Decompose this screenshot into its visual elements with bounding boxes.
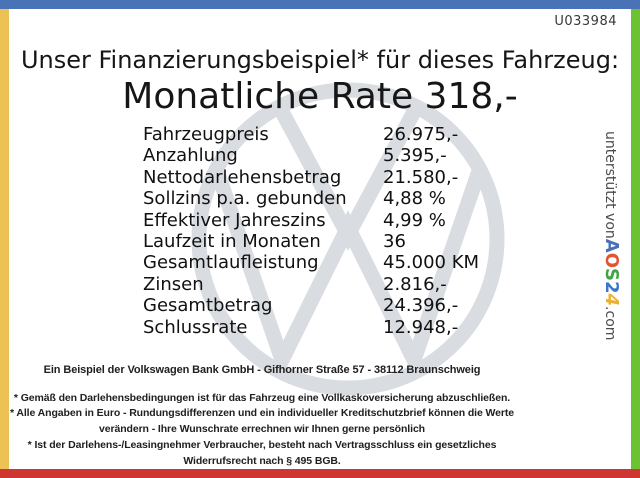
row-label: Schlussrate	[143, 316, 248, 338]
aos24-logo: AOS24	[601, 239, 622, 306]
table-row: Gesamtlaufleistung 45.000 KM	[143, 252, 479, 273]
table-row: Schlussrate 12.948,-	[143, 317, 479, 338]
footnote-line: * Alle Angaben in Euro - Rundungsdiffere…	[9, 407, 515, 420]
headline: Unser Finanzierungsbeispiel* für dieses …	[20, 46, 620, 74]
row-label: Nettodarlehensbetrag	[143, 166, 342, 188]
bank-address-line: Ein Beispiel der Volkswagen Bank GmbH - …	[43, 364, 481, 376]
row-label: Gesamtlaufleistung	[143, 252, 319, 274]
row-value: 5.395,-	[383, 145, 447, 167]
row-value: 4,88 %	[383, 188, 446, 210]
aos24-letter: O	[601, 252, 622, 269]
table-row: Zinsen 2.816,-	[143, 274, 479, 295]
credit-prefix: unterstützt von	[602, 131, 618, 239]
row-label: Anzahlung	[143, 145, 238, 167]
footnote-line: Widerrufsrecht nach § 495 BGB.	[183, 454, 341, 467]
table-row: Effektiver Jahreszins 4,99 %	[143, 210, 479, 231]
footer-disclaimer: Ein Beispiel der Volkswagen Bank GmbH - …	[0, 363, 524, 469]
credit-suffix: .com	[602, 306, 618, 341]
row-label: Gesamtbetrag	[143, 295, 273, 317]
row-label: Effektiver Jahreszins	[143, 209, 326, 231]
frame-bar-bottom	[0, 469, 640, 478]
row-value: 26.975,-	[383, 124, 459, 145]
table-row: Anzahlung 5.395,-	[143, 145, 479, 166]
reference-code: U033984	[554, 14, 617, 29]
row-value: 36	[383, 231, 406, 253]
row-label: Sollzins p.a. gebunden	[143, 188, 347, 210]
frame-bar-right	[631, 9, 640, 469]
table-row: Fahrzeugpreis 26.975,-	[143, 124, 479, 145]
table-row: Sollzins p.a. gebunden 4,88 %	[143, 188, 479, 209]
row-value: 2.816,-	[383, 273, 447, 295]
aos24-letter: 4	[601, 293, 622, 307]
row-label: Laufzeit in Monaten	[143, 231, 321, 253]
row-value: 12.948,-	[383, 316, 459, 338]
footnote-line: * Gemäß den Darlehensbedingungen ist für…	[13, 391, 511, 404]
footnote-line: * Ist der Darlehens-/Leasingnehmer Verbr…	[27, 438, 497, 451]
frame-bar-top	[0, 0, 640, 9]
row-value: 24.396,-	[383, 295, 459, 317]
aos24-letter: A	[601, 238, 622, 253]
footnote-line: verändern - Ihre Wunschrate errechnen wi…	[99, 423, 425, 436]
aos24-letter: S	[601, 268, 622, 281]
table-row: Nettodarlehensbetrag 21.580,-	[143, 167, 479, 188]
monthly-rate-title: Monatliche Rate 318,-	[122, 76, 518, 117]
aos24-letter: 2	[601, 280, 622, 294]
finance-table: Fahrzeugpreis 26.975,- Anzahlung 5.395,-…	[143, 124, 479, 338]
frame-bar-left	[0, 9, 9, 469]
row-label: Zinsen	[143, 273, 204, 295]
table-row: Gesamtbetrag 24.396,-	[143, 295, 479, 316]
vw-logo-watermark-icon	[190, 81, 506, 397]
supported-by-credit: unterstützt von AOS24 .com	[601, 131, 622, 340]
row-label: Fahrzeugpreis	[143, 124, 269, 145]
row-value: 21.580,-	[383, 166, 459, 188]
table-row: Laufzeit in Monaten 36	[143, 231, 479, 252]
row-value: 45.000 KM	[383, 252, 480, 274]
row-value: 4,99 %	[383, 209, 446, 231]
